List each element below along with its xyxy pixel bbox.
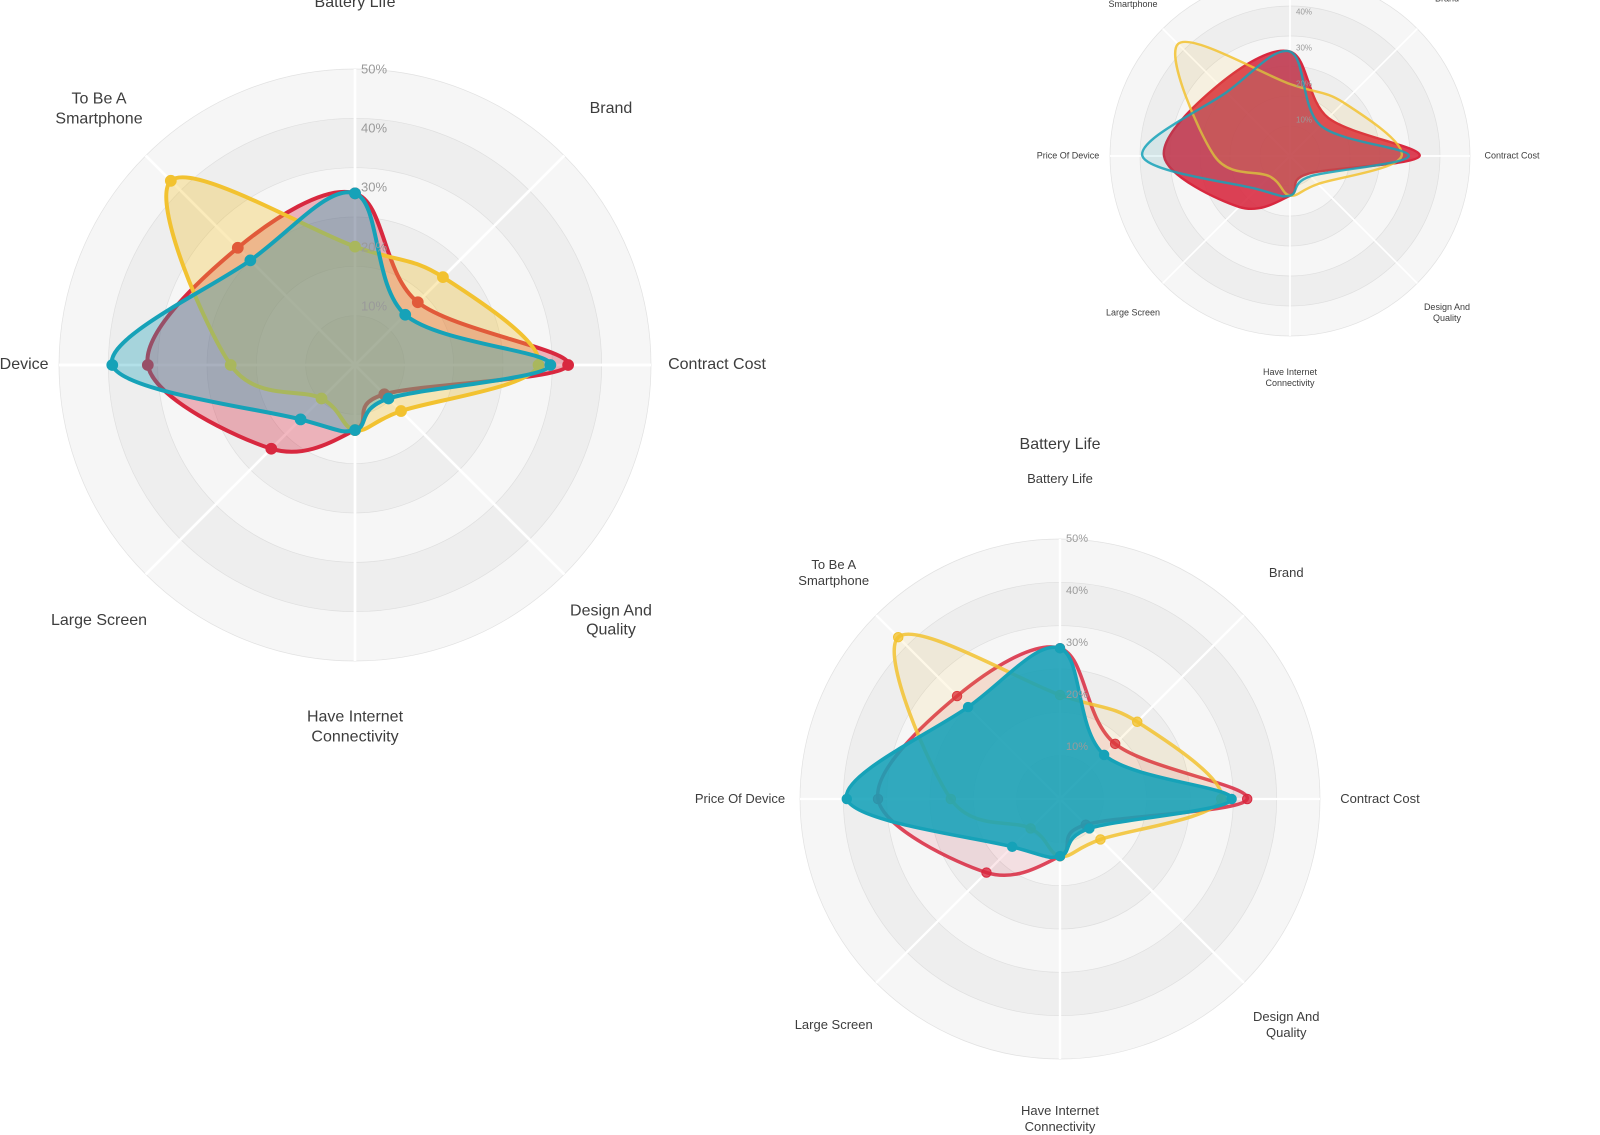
radar-series-teal-top-right[interactable] — [1141, 49, 1411, 198]
radar-axis-label-contract-cost: Contract Cost — [668, 356, 766, 374]
radial-tick-label: 10% — [361, 298, 388, 314]
radar-axis-spokes-main — [59, 69, 651, 661]
radial-tick-label: 30% — [361, 179, 388, 195]
radar-axis-label-price-of-device: Price Of Device — [694, 791, 786, 807]
radar-axis-label-to-be-a-smartphone: To Be A Smartphone — [798, 556, 870, 588]
radar-axis-label-large-screen: Large Screen — [1105, 307, 1161, 318]
radial-tick-label: 10% — [1066, 741, 1089, 753]
radar-plot-area-top-right — [1109, 0, 1471, 337]
radar-axis-label-have-internet-connectivity: Have Internet Connectivity — [306, 708, 404, 745]
radar-axis-label-design-and-quality: Design And Quality — [570, 602, 652, 639]
radar-axis-label-contract-cost: Contract Cost — [1484, 150, 1540, 161]
radar-axis-label-large-screen: Large Screen — [794, 1017, 873, 1033]
radial-tick-label: 20% — [1296, 79, 1313, 89]
panel-title-bottom-right: Battery Life — [1019, 436, 1101, 454]
radar-axis-label-design-and-quality: Design And Quality — [1423, 302, 1470, 323]
radar-axis-label-have-internet-connectivity: Have Internet Connectivity — [1020, 1103, 1100, 1134]
radar-axis-spokes-bottom-right — [800, 539, 1320, 1059]
radar-chart-top-right[interactable]: 10% 20% 30% 40% 50% Battery Life Brand Contract… — [0, 0, 1600, 900]
radar-series-yellow-main[interactable] — [164, 174, 545, 437]
radar-axis-label-brand: Brand — [1268, 564, 1304, 580]
radar-grid-rings-top-right — [1109, 0, 1471, 337]
radial-tick-label: 20% — [361, 239, 388, 255]
radar-grid-rings-main — [58, 68, 652, 662]
radar-axis-label-to-be-a-smartphone: To Be A Smartphone — [1108, 0, 1158, 10]
radar-axis-label-battery-life: Battery Life — [314, 0, 396, 12]
radar-chart-main[interactable]: 10% 20% 30% 40% 50% Battery Life Brand Contract… — [0, 0, 1600, 900]
radial-tick-label: 40% — [361, 120, 388, 136]
radar-axis-label-price-of-device: Price Of Device — [0, 356, 49, 374]
radar-axis-label-have-internet-connectivity: Have Internet Connectivity — [1262, 367, 1318, 388]
radar-axis-label-brand: Brand — [1411, 0, 1483, 5]
radar-axis-label-large-screen: Large Screen — [50, 612, 148, 630]
radial-tick-label: 20% — [1066, 689, 1089, 701]
radar-axis-label-price-of-device: Price Of Device — [1036, 150, 1100, 161]
radar-axis-label-design-and-quality: Design And Quality — [1253, 1009, 1320, 1041]
radial-tick-label: 10% — [1296, 115, 1313, 125]
radar-series-red-top-right[interactable] — [1162, 49, 1421, 210]
radar-axis-spokes-top-right — [1110, 0, 1470, 336]
radar-series-red-main[interactable] — [141, 187, 575, 455]
radar-series-yellow-bottom-right[interactable] — [892, 631, 1227, 862]
radar-series-yellow-top-right[interactable] — [1174, 40, 1403, 197]
radar-series-red-bottom-right[interactable] — [872, 642, 1253, 878]
radial-tick-label: 50% — [1066, 533, 1089, 545]
radial-tick-label: 40% — [1296, 7, 1313, 17]
radar-grid-rings-bottom-right — [799, 538, 1321, 1060]
radar-plot-area-bottom-right — [799, 538, 1321, 1060]
radar-axis-label-contract-cost: Contract Cost — [1340, 791, 1420, 807]
radial-tick-label: 50% — [361, 61, 388, 77]
radar-series-teal-bottom-right[interactable] — [841, 642, 1237, 862]
radial-tick-label: 30% — [1066, 637, 1089, 649]
radar-series-teal-main[interactable] — [106, 187, 557, 437]
radar-axis-label-battery-life: Battery Life — [1027, 471, 1093, 487]
radar-axis-label-to-be-a-smartphone: To Be A Smartphone — [55, 90, 143, 128]
radial-tick-label: 40% — [1066, 585, 1089, 597]
radar-plot-area-main — [58, 68, 652, 662]
radar-axis-label-brand: Brand — [589, 100, 633, 118]
radial-tick-label: 30% — [1296, 43, 1313, 53]
